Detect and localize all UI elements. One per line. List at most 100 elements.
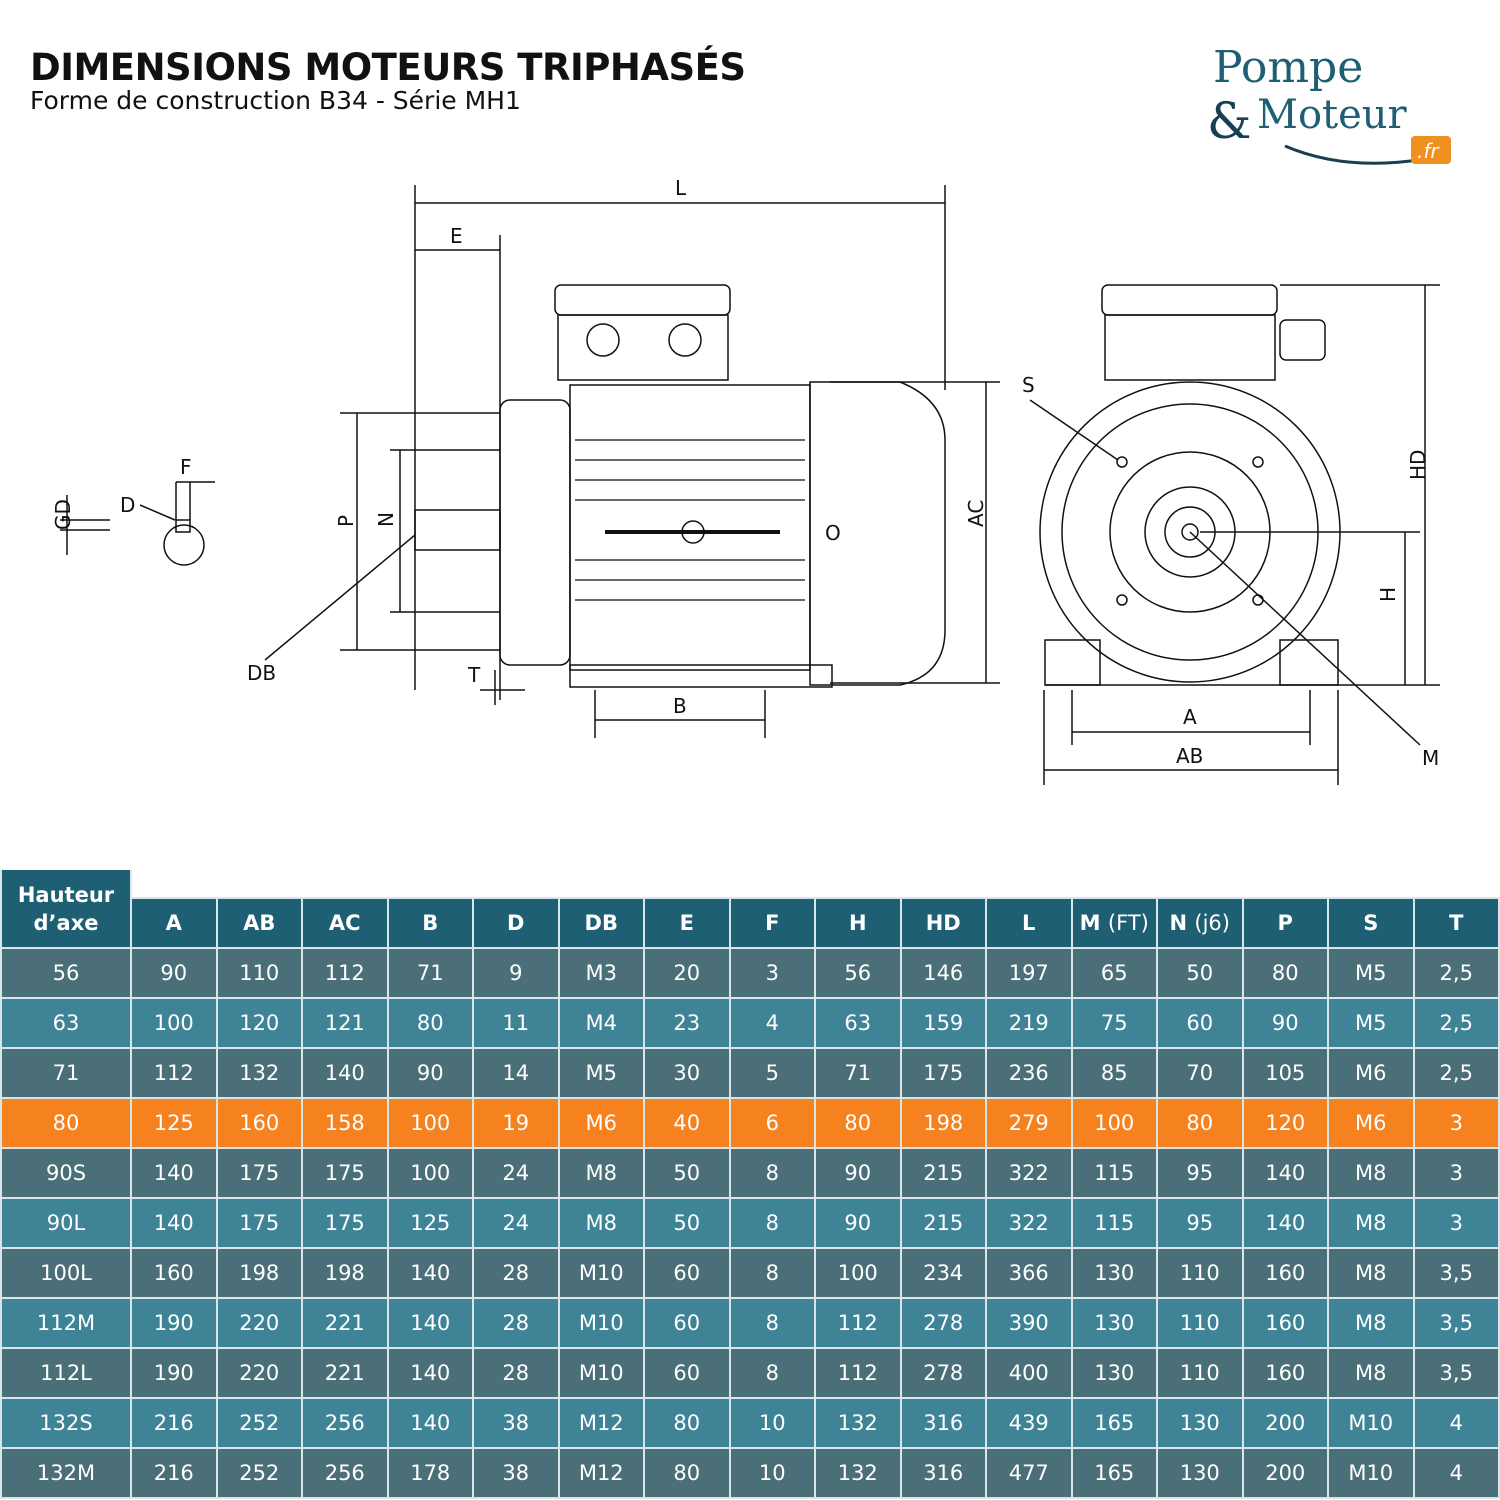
table-cell: 112 [814,1347,902,1399]
table-cell: 112M [0,1297,132,1349]
table-cell: M12 [557,1447,645,1499]
table-cell: M8 [1327,1297,1415,1349]
table-cell: 100 [386,1147,474,1199]
table-cell: 90S [0,1147,132,1199]
table-cell: 190 [130,1297,218,1349]
column-header-a: A [130,897,218,949]
table-cell: 9 [472,947,560,999]
table-cell: 90L [0,1197,132,1249]
table-cell: M10 [557,1297,645,1349]
table-cell: 50 [643,1147,731,1199]
table-row: 112M 190 220 221 140 28 M10 60 8 112 278 390 130 110 1… [0,1297,1500,1349]
table-cell: 100 [386,1097,474,1149]
table-cell: M8 [1327,1347,1415,1399]
table-cell: M5 [1327,997,1415,1049]
table-cell: 316 [899,1447,987,1499]
table-cell: 3,5 [1412,1347,1500,1399]
label-N: N [374,512,398,527]
shaft-section [163,524,205,566]
table-cell: 130 [1070,1297,1158,1349]
table-cell: M5 [1327,947,1415,999]
table-cell: 80 [643,1447,731,1499]
table-row: 132M 216 252 256 178 38 M12 80 10 132 316 477 165 130… [0,1447,1500,1499]
table-cell: M10 [1327,1397,1415,1449]
table-cell: 278 [899,1347,987,1399]
label-L: L [675,176,687,200]
table-cell: 60 [643,1297,731,1349]
column-header-p: P [1241,897,1329,949]
column-header-l: L [985,897,1073,949]
table-cell: 8 [728,1297,816,1349]
table-cell: 80 [643,1397,731,1449]
table-cell: 11 [472,997,560,1049]
table-cell: 130 [1070,1247,1158,1299]
table-cell: 160 [1241,1247,1329,1299]
table-cell: 65 [1070,947,1158,999]
table-row: 112L 190 220 221 140 28 M10 60 8 112 278 400 130 110 1… [0,1347,1500,1399]
table-row: 132S 216 252 256 140 38 M12 80 10 132 316 439 165 130… [0,1397,1500,1449]
label-GD: GD [51,499,75,530]
table-cell: 125 [130,1097,218,1149]
table-cell: 216 [130,1447,218,1499]
table-cell: 80 [0,1097,132,1149]
table-cell: 175 [301,1147,389,1199]
table-cell: 80 [1241,947,1329,999]
table-cell: 200 [1241,1447,1329,1499]
table-cell: M6 [1327,1047,1415,1099]
column-header-t: T [1412,897,1500,949]
table-cell: 216 [130,1397,218,1449]
table-cell: M12 [557,1397,645,1449]
table-cell: 140 [301,1047,389,1099]
table-row: 90S 140 175 175 100 24 M8 50 8 90 215 322 115 95 140 M8… [0,1147,1500,1199]
table-cell: M10 [557,1347,645,1399]
table-cell: 256 [301,1397,389,1449]
table-cell: 219 [985,997,1073,1049]
dimensions-table: Hauteur d’axe A AB AC B D DB E F H HD L M (FT) N (j6)… [0,870,1500,1499]
page-subtitle: Forme de construction B34 - Série MH1 [30,86,521,115]
table-cell: 279 [985,1097,1073,1149]
column-header-d: D [472,897,560,949]
page-title: DIMENSIONS MOTEURS TRIPHASÉS [30,46,746,89]
table-cell: 175 [215,1147,303,1199]
table-cell: M5 [557,1047,645,1099]
column-header-db: DB [557,897,645,949]
table-cell: 90 [814,1197,902,1249]
header-hauteur-axe: Hauteur d’axe [0,870,132,949]
table-cell: 10 [728,1397,816,1449]
table-cell: 366 [985,1247,1073,1299]
table-cell: 178 [386,1447,474,1499]
table-cell: 221 [301,1347,389,1399]
table-cell: 121 [301,997,389,1049]
table-cell: 20 [643,947,731,999]
table-cell: 56 [814,947,902,999]
label-H: H [1376,587,1400,602]
table-cell: 160 [1241,1297,1329,1349]
column-header-s: S [1327,897,1415,949]
table-cell: 30 [643,1047,731,1099]
table-cell: 197 [985,947,1073,999]
svg-text:&: & [1207,92,1252,150]
table-cell: 8 [728,1347,816,1399]
table-cell: 40 [643,1097,731,1149]
table-cell: 90 [814,1147,902,1199]
table-cell: 71 [0,1047,132,1099]
table-cell: 14 [472,1047,560,1099]
column-header-ab: AB [215,897,303,949]
table-cell: 112 [301,947,389,999]
table-cell: 100 [1070,1097,1158,1149]
svg-text:Moteur: Moteur [1257,92,1408,138]
table-cell: 112L [0,1347,132,1399]
table-cell: 24 [472,1147,560,1199]
table-cell: 60 [643,1247,731,1299]
label-DB: DB [247,661,276,685]
table-cell: 112 [814,1297,902,1349]
table-cell: 390 [985,1297,1073,1349]
table-cell: 221 [301,1297,389,1349]
table-cell: 252 [215,1397,303,1449]
table-cell: 3,5 [1412,1297,1500,1349]
label-O: O [825,521,841,545]
table-cell: 3 [1412,1147,1500,1199]
table-cell: 8 [728,1247,816,1299]
table-cell: 234 [899,1247,987,1299]
table-cell: 50 [1156,947,1244,999]
